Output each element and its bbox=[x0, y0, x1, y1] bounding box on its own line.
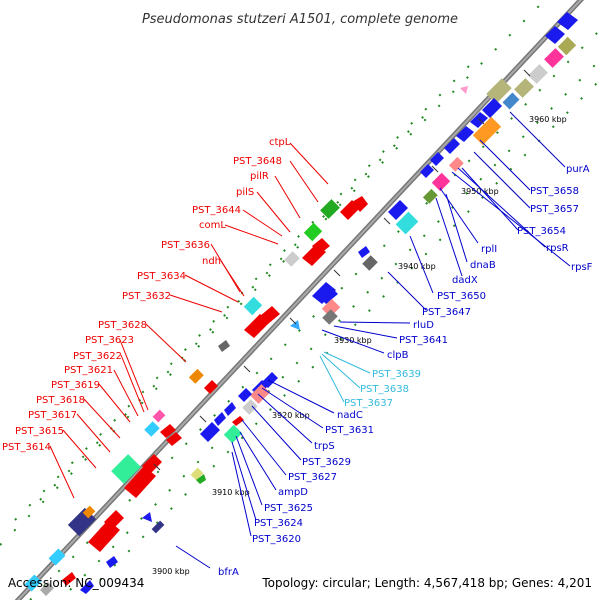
label-PST_3627: PST_3627 bbox=[288, 472, 337, 483]
label-PST_3617: PST_3617 bbox=[28, 410, 77, 421]
label-PST_3615: PST_3615 bbox=[15, 426, 64, 437]
label-PST_3625: PST_3625 bbox=[264, 503, 313, 514]
tick-label-3960: 3960 kbp bbox=[529, 115, 567, 124]
label-PST_3621: PST_3621 bbox=[64, 365, 113, 376]
forward-labels: ctpL PST_3648 pilR pilS PST_3644 comL PS… bbox=[2, 137, 291, 453]
label-PST_3624: PST_3624 bbox=[254, 518, 303, 529]
label-PST_3637: PST_3637 bbox=[344, 398, 393, 409]
forward-leader-lines bbox=[49, 142, 329, 499]
label-pilS: pilS bbox=[236, 187, 254, 198]
reverse-genes bbox=[80, 36, 577, 594]
label-PST_3619: PST_3619 bbox=[51, 380, 100, 391]
label-PST_3632: PST_3632 bbox=[122, 291, 171, 302]
tick-label-3900: 3900 kbp bbox=[152, 567, 190, 576]
label-PST_3638: PST_3638 bbox=[360, 384, 409, 395]
label-PST_3629: PST_3629 bbox=[302, 457, 351, 468]
label-rpsF: rpsF bbox=[571, 262, 593, 273]
map-title: Pseudomonas stutzeri A1501, complete gen… bbox=[142, 12, 458, 27]
reverse-leader-lines bbox=[175, 111, 571, 569]
label-PST_3657: PST_3657 bbox=[530, 204, 579, 215]
label-PST_3650: PST_3650 bbox=[437, 291, 486, 302]
tick-label-3930: 3930 kbp bbox=[334, 336, 372, 345]
label-PST_3620: PST_3620 bbox=[252, 534, 301, 545]
label-purA: purA bbox=[566, 164, 590, 175]
tick-label-3950: 3950 kbp bbox=[461, 187, 499, 196]
label-PST_3654: PST_3654 bbox=[517, 226, 566, 237]
label-ndh: ndh bbox=[202, 256, 221, 267]
tick-label-3920: 3920 kbp bbox=[272, 411, 310, 420]
label-PST_3618: PST_3618 bbox=[36, 395, 85, 406]
label-dnaB: dnaB bbox=[470, 260, 496, 271]
label-PST_3658: PST_3658 bbox=[530, 186, 579, 197]
backbone-ticks bbox=[153, 69, 531, 471]
label-PST_3631: PST_3631 bbox=[325, 425, 374, 436]
label-dadX: dadX bbox=[452, 275, 478, 286]
label-PST_3636: PST_3636 bbox=[161, 240, 210, 251]
label-clpB: clpB bbox=[387, 350, 409, 361]
forward-genes bbox=[24, 12, 578, 596]
label-bfrA: bfrA bbox=[218, 567, 239, 578]
label-PST_3614: PST_3614 bbox=[2, 442, 51, 453]
label-PST_3644: PST_3644 bbox=[192, 205, 241, 216]
label-PST_3641: PST_3641 bbox=[399, 335, 448, 346]
label-PST_3622: PST_3622 bbox=[73, 351, 122, 362]
label-rluD: rluD bbox=[413, 320, 434, 331]
reverse-labels: purA PST_3658 PST_3657 PST_3654 rpsR rps… bbox=[218, 164, 593, 578]
label-rpsR: rpsR bbox=[546, 243, 569, 254]
accession-text: Accession: NC_009434 bbox=[8, 576, 144, 590]
label-ampD: ampD bbox=[278, 487, 308, 498]
label-pilR: pilR bbox=[250, 171, 269, 182]
label-PST_3639: PST_3639 bbox=[372, 369, 421, 380]
tick-label-3910: 3910 kbp bbox=[212, 488, 250, 497]
label-ctpL: ctpL bbox=[269, 137, 291, 148]
label-PST_3634: PST_3634 bbox=[137, 271, 186, 282]
label-comL: comL bbox=[199, 220, 226, 231]
label-PST_3623: PST_3623 bbox=[85, 335, 134, 346]
rna-leader-lines bbox=[319, 351, 371, 403]
label-rplI: rplI bbox=[481, 244, 497, 255]
label-PST_3647: PST_3647 bbox=[422, 307, 471, 318]
label-PST_3648: PST_3648 bbox=[233, 156, 282, 167]
label-PST_3628: PST_3628 bbox=[98, 320, 147, 331]
label-trpS: trpS bbox=[314, 441, 335, 452]
genome-summary: Topology: circular; Length: 4,567,418 bp… bbox=[261, 576, 592, 590]
label-nadC: nadC bbox=[337, 410, 363, 421]
tick-label-3940: 3940 kbp bbox=[398, 262, 436, 271]
